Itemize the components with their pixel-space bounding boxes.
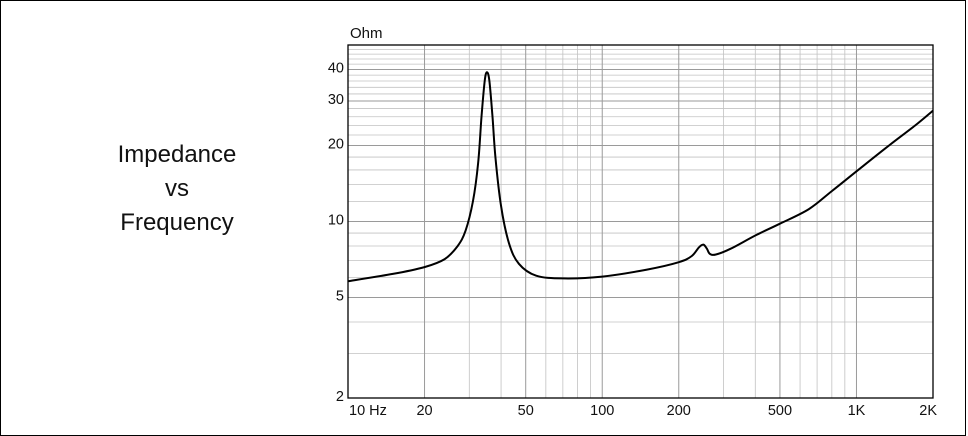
y-tick-label: 20 — [328, 136, 344, 152]
title-line-3: Frequency — [120, 209, 234, 236]
y-tick-label: 30 — [328, 92, 344, 108]
x-tick-label: 2K — [919, 403, 937, 419]
y-axis-label: Ohm — [350, 25, 383, 42]
x-tick-label: 20 — [416, 403, 432, 419]
x-tick-label: 1K — [848, 403, 866, 419]
y-tick-label: 40 — [328, 60, 344, 76]
y-tick-labels: 2 5 10 20 30 40 — [328, 60, 344, 405]
x-tick-label: 50 — [518, 403, 534, 419]
x-tick-label: 100 — [590, 403, 614, 419]
major-grid — [347, 45, 934, 398]
impedance-curve — [347, 71, 934, 283]
title-line-1: Impedance — [117, 141, 237, 168]
x-tick-label: 10 Hz — [349, 403, 387, 419]
x-tick-labels: 10 Hz 20 50 100 200 500 1K 2K — [349, 403, 937, 419]
x-tick-label: 500 — [768, 403, 792, 419]
title-line-2: vs — [165, 175, 189, 202]
chart-title: Impedance vs Frequency — [92, 138, 262, 240]
y-tick-label: 2 — [336, 389, 344, 405]
y-tick-label: 5 — [336, 289, 344, 305]
x-tick-label: 200 — [667, 403, 691, 419]
plot-border — [347, 44, 934, 399]
y-tick-label: 10 — [328, 213, 344, 229]
